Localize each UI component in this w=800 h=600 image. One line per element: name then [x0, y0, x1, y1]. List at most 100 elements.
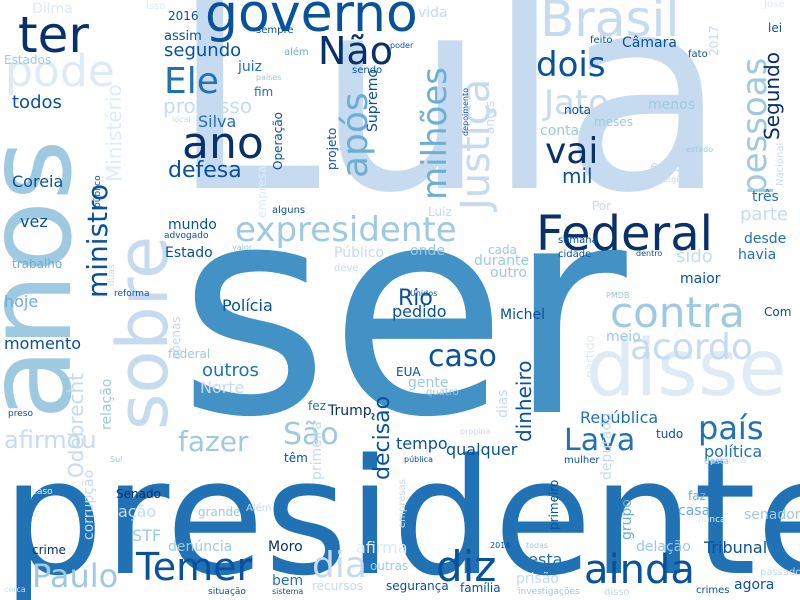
- word-depoimento: depoimento: [461, 87, 470, 136]
- word-nunca: nunca: [698, 515, 726, 525]
- word-passado: passado: [760, 567, 800, 578]
- word-afirma: afirma: [356, 538, 408, 557]
- word-jato: Jato: [544, 83, 609, 123]
- word-tempo: tempo: [396, 434, 448, 453]
- word-nesta: nesta: [518, 550, 563, 569]
- word-assim: assim: [164, 29, 202, 44]
- word-paulo: Paulo: [32, 557, 119, 595]
- word-qualquer: qualquer: [446, 440, 518, 459]
- word-cidade: cidade: [558, 249, 592, 260]
- word-federal: Federal: [536, 206, 713, 262]
- word-pais: país: [698, 409, 764, 447]
- word-silva: Silva: [198, 112, 237, 131]
- word-caso: caso: [428, 339, 497, 374]
- word-valor: valor: [232, 243, 253, 252]
- word-fato: fato: [688, 49, 708, 60]
- word-local: local: [172, 115, 191, 124]
- word-maior: maior: [680, 271, 721, 287]
- word-semana: semana: [558, 235, 598, 246]
- word-estado-lower: estado: [686, 145, 714, 154]
- word-mil: mil: [562, 164, 593, 188]
- word-coreia: Coreia: [12, 172, 64, 191]
- word-segundo-cap: Segundo: [760, 52, 784, 140]
- word-presidente: presidente: [2, 424, 800, 600]
- word-dia: dia: [312, 545, 367, 586]
- word-denuncia: denúncia: [168, 539, 233, 555]
- word-tudo: tudo: [656, 427, 684, 441]
- word-republica: República: [580, 408, 659, 427]
- word-nao: Não: [318, 29, 393, 73]
- word-relacao: relação: [99, 378, 115, 430]
- word-isso: Isso: [146, 1, 166, 12]
- word-pedido: pedido: [392, 302, 447, 321]
- word-acao: ação: [118, 502, 157, 521]
- word-reforma: reforma: [114, 289, 150, 299]
- word-conta: conta: [540, 123, 580, 139]
- word-empresa: empresa: [255, 165, 269, 218]
- word-gente: gente: [408, 375, 449, 391]
- word-por: Por: [592, 199, 612, 213]
- word-alem: Além: [246, 503, 272, 514]
- word-propina: propina: [460, 427, 491, 436]
- word-cada: cada: [488, 243, 517, 257]
- word-publico-cap: Público: [334, 245, 384, 261]
- word-crime: crime: [32, 543, 66, 557]
- word-mundo: mundo: [168, 217, 217, 233]
- word-quatro: quatro: [426, 387, 459, 398]
- word-decisao: decisão: [370, 395, 395, 480]
- word-primeira: primeira: [309, 420, 325, 480]
- word-2016: 2016: [168, 9, 199, 23]
- word-publica: pública: [404, 455, 433, 464]
- word-hoje: hoje: [4, 292, 39, 311]
- word-tribunal: Tribunal: [704, 538, 768, 557]
- word-jose: José: [764, 0, 785, 10]
- word-outras: outras: [370, 559, 409, 573]
- word-meses: meses: [594, 115, 633, 129]
- word-durante: durante: [474, 253, 530, 269]
- word-desde: desde: [744, 231, 787, 247]
- word-tres: três: [752, 189, 779, 205]
- word-fez: fez: [308, 399, 326, 413]
- word-estado: Estado: [165, 245, 213, 261]
- word-norte: Norte: [200, 378, 245, 397]
- word-2014: 2014: [490, 541, 511, 550]
- word-partido: partido: [583, 335, 597, 378]
- word-eua: EUA: [396, 365, 421, 379]
- word-mulher: mulher: [564, 455, 600, 466]
- word-ter: ter: [18, 6, 89, 64]
- word-estados: Estados: [4, 53, 52, 67]
- word-processo: processo: [163, 94, 253, 118]
- word-sobre: sobre: [102, 235, 184, 430]
- word-nacional: Nacional: [775, 142, 786, 186]
- word-deve: deve: [334, 263, 359, 274]
- word-seguranca: segurança: [386, 579, 449, 593]
- word-michel: Michel: [500, 307, 546, 323]
- word-brasil: Brasil: [540, 0, 680, 48]
- word-vai: vai: [545, 131, 599, 172]
- word-luiz: Luiz: [428, 205, 452, 219]
- word-desta: desta: [704, 457, 729, 467]
- word-milhoes: milhões: [415, 67, 455, 200]
- word-havia: havia: [738, 247, 777, 263]
- word-vida: vida: [418, 5, 448, 21]
- word-sido: sido: [676, 246, 713, 267]
- word-outro: outro: [490, 265, 527, 281]
- word-primeiro: primeiro: [547, 479, 561, 530]
- word-expresidente: expresidente: [235, 210, 457, 250]
- word-lula: Lula: [170, 0, 728, 252]
- word-ano: ano: [182, 118, 264, 169]
- word-sul: Sul: [110, 455, 123, 464]
- word-projeto: projeto: [325, 127, 339, 170]
- word-acordo: acordo: [630, 327, 753, 368]
- word-momento: momento: [4, 334, 82, 353]
- word-meio: meio: [606, 329, 641, 345]
- word-governo: governo: [205, 0, 418, 44]
- word-duas: duas: [107, 264, 117, 286]
- word-familia: família: [460, 581, 501, 595]
- word-moro: Moro: [268, 539, 303, 555]
- word-nota: nota: [564, 103, 592, 117]
- word-todas: todas: [526, 541, 549, 550]
- word-tem: têm: [284, 451, 308, 465]
- word-paises: países: [256, 73, 282, 82]
- word-ainda: ainda: [584, 547, 695, 593]
